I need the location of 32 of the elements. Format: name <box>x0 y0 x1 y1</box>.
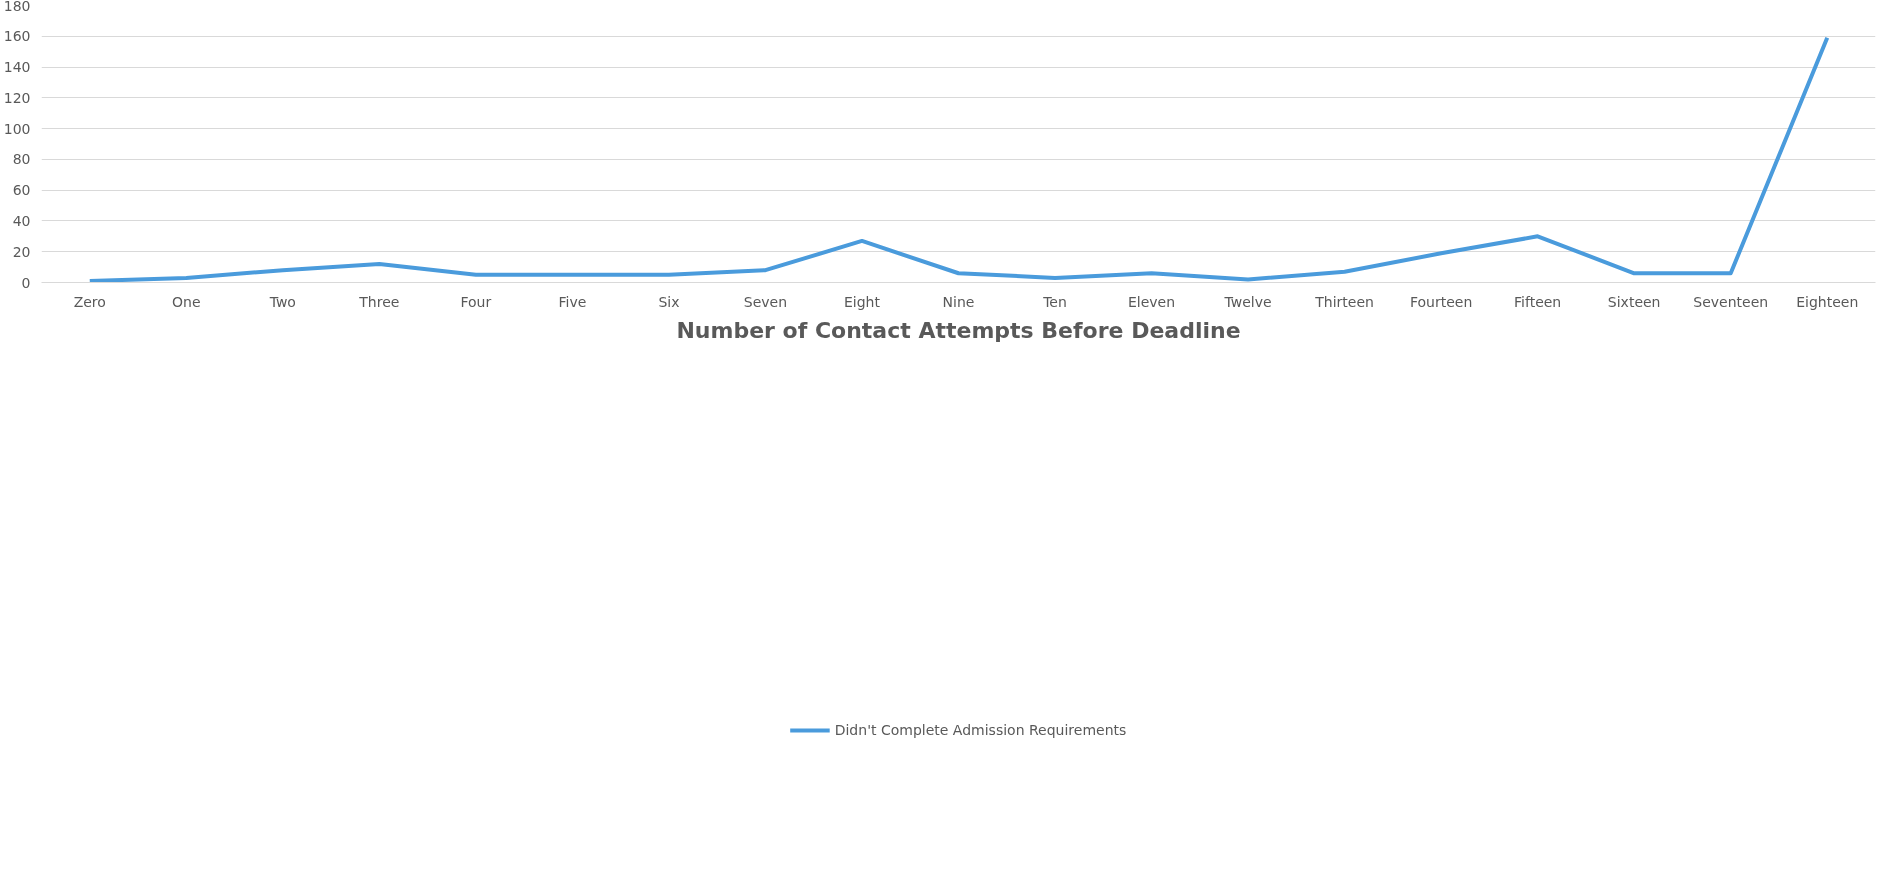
x-tick-label: Six <box>658 293 680 310</box>
x-tick-label: Eight <box>843 293 881 310</box>
x-tick-label: Four <box>460 293 492 310</box>
x-tick-label: Three <box>358 293 400 310</box>
x-tick-label: Eleven <box>1127 293 1176 310</box>
y-tick-label: 100 <box>3 120 31 137</box>
y-tick-label: 0 <box>21 274 31 291</box>
x-tick-label: Ten <box>1042 293 1067 310</box>
y-tick-label: 20 <box>12 243 31 260</box>
line-series <box>87 35 1830 283</box>
x-tick-label: Nine <box>942 293 975 310</box>
x-tick-label: One <box>172 293 201 310</box>
x-tick-label: Five <box>558 293 587 310</box>
y-tick-label: 120 <box>3 89 31 106</box>
legend-label: Didn't Complete Admission Requirements <box>834 722 1127 738</box>
x-tick-label: Seven <box>743 293 788 310</box>
y-tick-label: 160 <box>3 28 31 45</box>
y-tick-label: 80 <box>12 151 31 168</box>
x-tick-label: Two <box>268 293 296 310</box>
y-tick-label: 180 <box>3 0 31 14</box>
x-tick-label: Thirteen <box>1314 293 1374 310</box>
x-axis-title: Number of Contact Attempts Before Deadline <box>676 317 1241 343</box>
x-tick-label: Twelve <box>1223 293 1272 310</box>
y-tick-label: 60 <box>12 182 31 199</box>
y-tick-label: 140 <box>3 59 31 76</box>
x-tick-label: Fifteen <box>1514 293 1562 310</box>
x-tick-label: Fourteen <box>1409 293 1473 310</box>
x-tick-label: Zero <box>73 293 106 310</box>
x-tick-label: Eighteen <box>1796 293 1859 310</box>
x-tick-label: Seventeen <box>1693 293 1769 310</box>
x-tick-label: Sixteen <box>1607 293 1661 310</box>
y-tick-label: 40 <box>12 212 31 229</box>
